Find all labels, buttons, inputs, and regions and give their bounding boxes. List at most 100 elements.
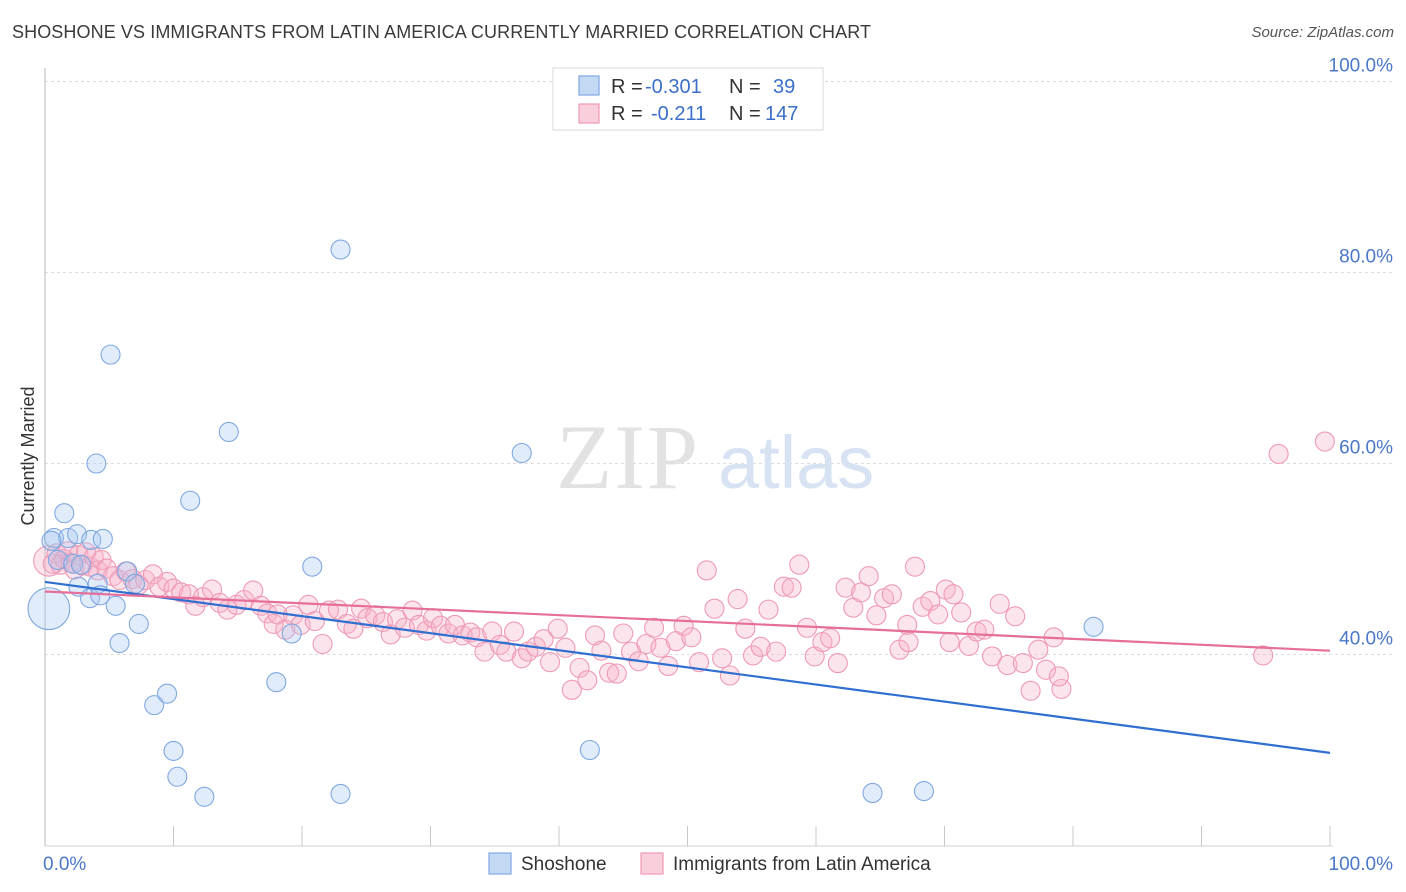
latin-america-point <box>606 663 627 684</box>
shoshone-point <box>180 490 201 511</box>
stats-r-label-2: R = <box>611 103 643 125</box>
latin-america-point <box>820 628 841 649</box>
shoshone-point <box>913 781 934 802</box>
latin-america-point <box>474 641 495 662</box>
shoshone-point <box>54 503 75 524</box>
watermark-zip: ZIP <box>556 406 700 508</box>
shoshone-point <box>511 442 532 464</box>
latin-america-point <box>312 633 333 655</box>
shoshone-point <box>70 554 92 575</box>
shoshone-point <box>218 421 239 443</box>
shoshone-point <box>1083 616 1104 637</box>
latin-america-point <box>503 621 525 642</box>
y-tick-label-80: 80.0% <box>1339 247 1393 268</box>
latin-america-point <box>1048 666 1069 687</box>
legend-label-shoshone: Shoshone <box>521 854 607 875</box>
latin-america-point <box>496 641 517 662</box>
latin-america-point <box>750 636 771 657</box>
chart-title: SHOSHONE VS IMMIGRANTS FROM LATIN AMERIC… <box>12 22 872 42</box>
shoshone-point <box>47 549 68 571</box>
latin-america-point <box>898 632 919 653</box>
legend-swatch-latin <box>640 852 664 875</box>
latin-america-point <box>966 621 987 642</box>
latin-america-point <box>858 566 879 587</box>
latin-america-point <box>719 665 740 686</box>
shoshone-point <box>63 553 84 574</box>
shoshone-point <box>194 786 215 807</box>
x-tick-label-min: 0.0% <box>43 854 86 875</box>
legend-swatch-shoshone <box>488 852 512 875</box>
shoshone-point <box>81 529 102 550</box>
latin-america-point <box>727 589 748 610</box>
shoshone-point <box>579 739 600 761</box>
shoshone-point <box>105 595 126 616</box>
shoshone-point <box>302 556 323 577</box>
y-tick-label-40: 40.0% <box>1339 629 1393 650</box>
latin-america-trend-line <box>44 590 1331 652</box>
latin-america-point <box>1035 659 1057 680</box>
x-tick-marks <box>173 826 1331 846</box>
shoshone-point <box>86 453 107 474</box>
shoshone-point <box>117 561 138 582</box>
data-points <box>27 239 1335 807</box>
series-legend: Shoshone Immigrants from Latin America <box>488 852 931 875</box>
latin-america-point <box>613 623 634 644</box>
shoshone-point <box>862 782 883 804</box>
shoshone-point <box>167 766 188 787</box>
latin-america-point <box>569 657 590 678</box>
latin-america-point <box>555 637 576 658</box>
latin-america-point <box>712 648 733 669</box>
latin-america-point <box>1051 678 1072 699</box>
shoshone-point <box>163 740 184 762</box>
latin-america-point <box>547 618 568 639</box>
shoshone-point <box>330 783 351 804</box>
latin-america-point <box>773 576 794 597</box>
shoshone-point <box>124 573 145 594</box>
watermark: ZIP atlas <box>556 406 874 508</box>
stats-n-value-2: 147 <box>765 103 798 125</box>
stats-legend: R = -0.301 N = 39 R = -0.211 N = 147 <box>552 67 824 131</box>
shoshone-point <box>157 683 178 704</box>
latin-america-point <box>904 556 925 577</box>
stats-r-value-2: -0.211 <box>651 103 706 125</box>
latin-america-point <box>1028 639 1049 660</box>
latin-america-point <box>735 618 756 639</box>
latin-america-point <box>827 653 848 674</box>
shoshone-point <box>27 587 71 631</box>
latin-america-point <box>696 560 717 581</box>
chart-source: Source: ZipAtlas.com <box>1251 24 1394 41</box>
shoshone-point <box>266 672 287 693</box>
stats-r-value-1: -0.301 <box>645 76 702 98</box>
x-tick-label-max: 100.0% <box>1329 854 1394 875</box>
latin-america-point <box>577 670 598 691</box>
latin-america-point <box>835 577 856 598</box>
latin-america-point <box>789 554 810 575</box>
latin-america-point <box>599 662 620 683</box>
latin-america-point <box>689 652 710 673</box>
shoshone-point <box>92 528 113 549</box>
latin-america-point <box>584 625 606 646</box>
latin-america-point <box>539 652 561 673</box>
stats-n-label-1: N = <box>729 76 761 98</box>
grid-lines <box>45 81 1393 655</box>
watermark-atlas: atlas <box>718 421 874 504</box>
shoshone-trend-line <box>44 580 1331 754</box>
latin-america-point <box>681 627 702 648</box>
latin-america-point <box>928 604 949 625</box>
shoshone-point <box>281 623 302 644</box>
legend-label-latin: Immigrants from Latin America <box>673 854 931 875</box>
stats-legend-swatch-shoshone <box>578 75 600 96</box>
latin-america-point <box>758 599 779 620</box>
latin-america-point <box>357 608 378 629</box>
latin-america-point <box>943 584 964 605</box>
shoshone-point <box>128 613 149 634</box>
latin-america-point <box>561 679 582 700</box>
y-tick-labels: 40.0% 60.0% 80.0% 100.0% <box>1329 56 1394 650</box>
latin-america-point <box>83 547 104 568</box>
latin-america-point <box>951 602 972 623</box>
shoshone-point <box>144 695 165 716</box>
shoshone-point <box>100 344 121 365</box>
latin-america-point <box>1268 443 1289 465</box>
latin-america-point <box>897 614 918 635</box>
